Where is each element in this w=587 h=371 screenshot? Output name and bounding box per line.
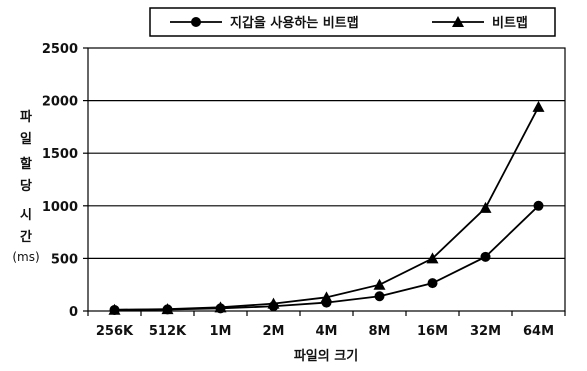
y-tick-label: 500 <box>51 252 78 267</box>
data-point <box>480 251 491 262</box>
y-axis-title-char: (ms) <box>12 250 39 264</box>
data-point <box>374 291 385 302</box>
legend-item-0: 지갑을 사용하는 비트맵 <box>170 15 359 31</box>
data-point <box>267 297 280 309</box>
data-point <box>427 278 438 289</box>
data-point <box>532 100 545 112</box>
x-tick-label: 256K <box>96 324 134 339</box>
y-tick-label: 2500 <box>42 42 78 57</box>
data-point <box>373 278 386 290</box>
x-tick-label: 512K <box>149 324 187 339</box>
series-1 <box>108 100 545 315</box>
data-point <box>533 200 544 211</box>
x-tick-label: 64M <box>523 324 554 339</box>
y-axis-title-char: 할 <box>20 156 32 172</box>
x-tick-label: 1M <box>210 324 232 339</box>
legend-item-1: 비트맵 <box>432 16 528 31</box>
data-point <box>108 303 121 315</box>
x-tick-label: 8M <box>369 324 391 339</box>
y-axis-title-char: 파 <box>20 110 32 125</box>
data-point <box>426 252 439 264</box>
y-axis-title-char: 시 <box>20 208 32 223</box>
legend-marker <box>191 17 201 27</box>
data-point <box>214 301 227 313</box>
x-tick-label: 2M <box>263 324 285 339</box>
y-axis-title-char: 일 <box>20 132 32 147</box>
legend: 지갑을 사용하는 비트맵 비트맵 <box>149 7 556 37</box>
x-axis-title: 파일의 크기 <box>294 348 358 364</box>
y-tick-label: 2000 <box>42 95 78 110</box>
data-point <box>320 291 333 303</box>
x-tick-label: 4M <box>316 324 338 339</box>
x-tick-label: 32M <box>470 324 501 339</box>
legend-label: 비트맵 <box>492 16 528 31</box>
y-tick-label: 1000 <box>42 200 78 215</box>
plot-area <box>87 47 566 312</box>
data-point <box>161 303 174 315</box>
y-tick-label: 0 <box>69 305 78 320</box>
y-axis-title-char: 간 <box>20 229 32 245</box>
y-tick-label: 1500 <box>42 147 78 162</box>
legend-label: 지갑을 사용하는 비트맵 <box>230 15 359 31</box>
x-tick-label: 16M <box>417 324 448 339</box>
y-axis-title-char: 당 <box>20 178 32 194</box>
data-point <box>479 201 492 213</box>
legend-marker <box>452 16 464 27</box>
